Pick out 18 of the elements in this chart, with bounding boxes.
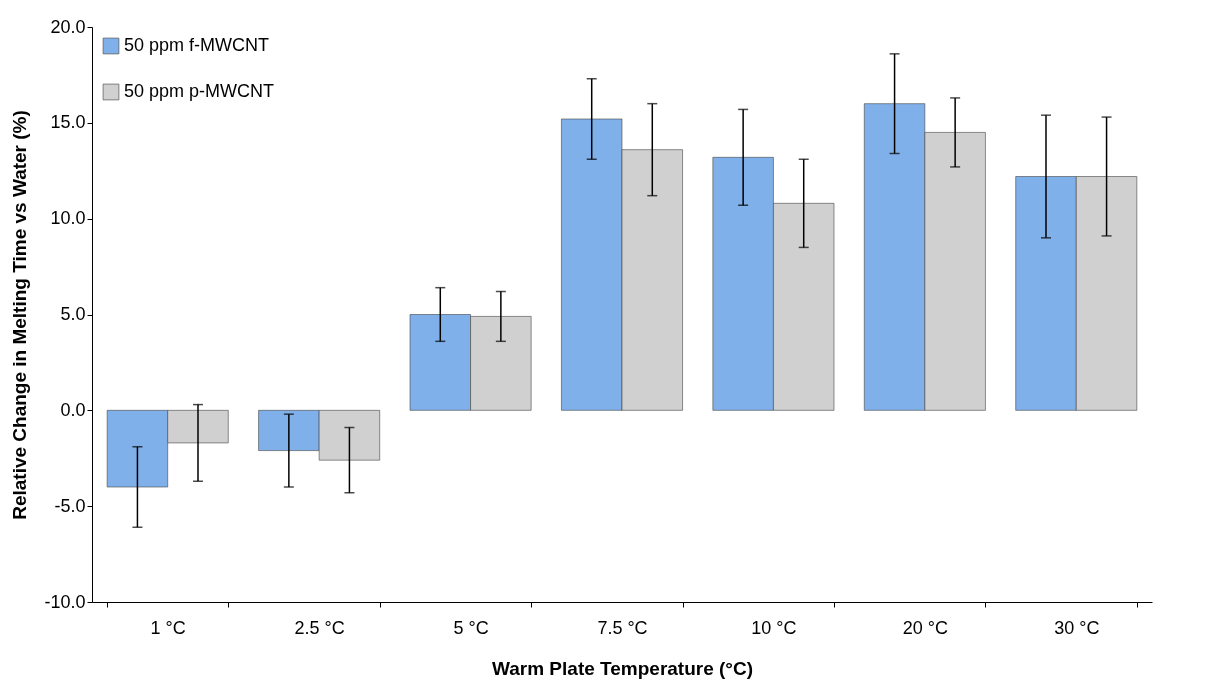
legend-label: 50 ppm p-MWCNT: [124, 81, 275, 101]
y-tick-label: 0.0: [60, 399, 86, 420]
y-tick-label: -10.0: [44, 591, 86, 612]
x-tick-label: 5 °C: [453, 617, 489, 638]
y-axis-title: Relative Change in Melting Time vs Water (%): [9, 110, 31, 520]
legend-label: 50 ppm f-MWCNT: [124, 35, 270, 55]
x-axis-title: Warm Plate Temperature (°C): [492, 657, 753, 679]
y-tick-label: 20.0: [50, 16, 86, 37]
x-tick-label: 10 °C: [751, 617, 797, 638]
y-tick-label: -5.0: [54, 495, 86, 516]
x-tick-label: 20 °C: [902, 617, 948, 638]
x-tick-label: 7.5 °C: [597, 617, 648, 638]
x-tick-label: 30 °C: [1054, 617, 1100, 638]
x-tick-label: 1 °C: [150, 617, 186, 638]
y-tick-label: 15.0: [50, 112, 86, 133]
y-tick-label: 10.0: [50, 208, 86, 229]
x-tick-label: 2.5 °C: [294, 617, 345, 638]
y-tick-label: 5.0: [60, 304, 86, 324]
